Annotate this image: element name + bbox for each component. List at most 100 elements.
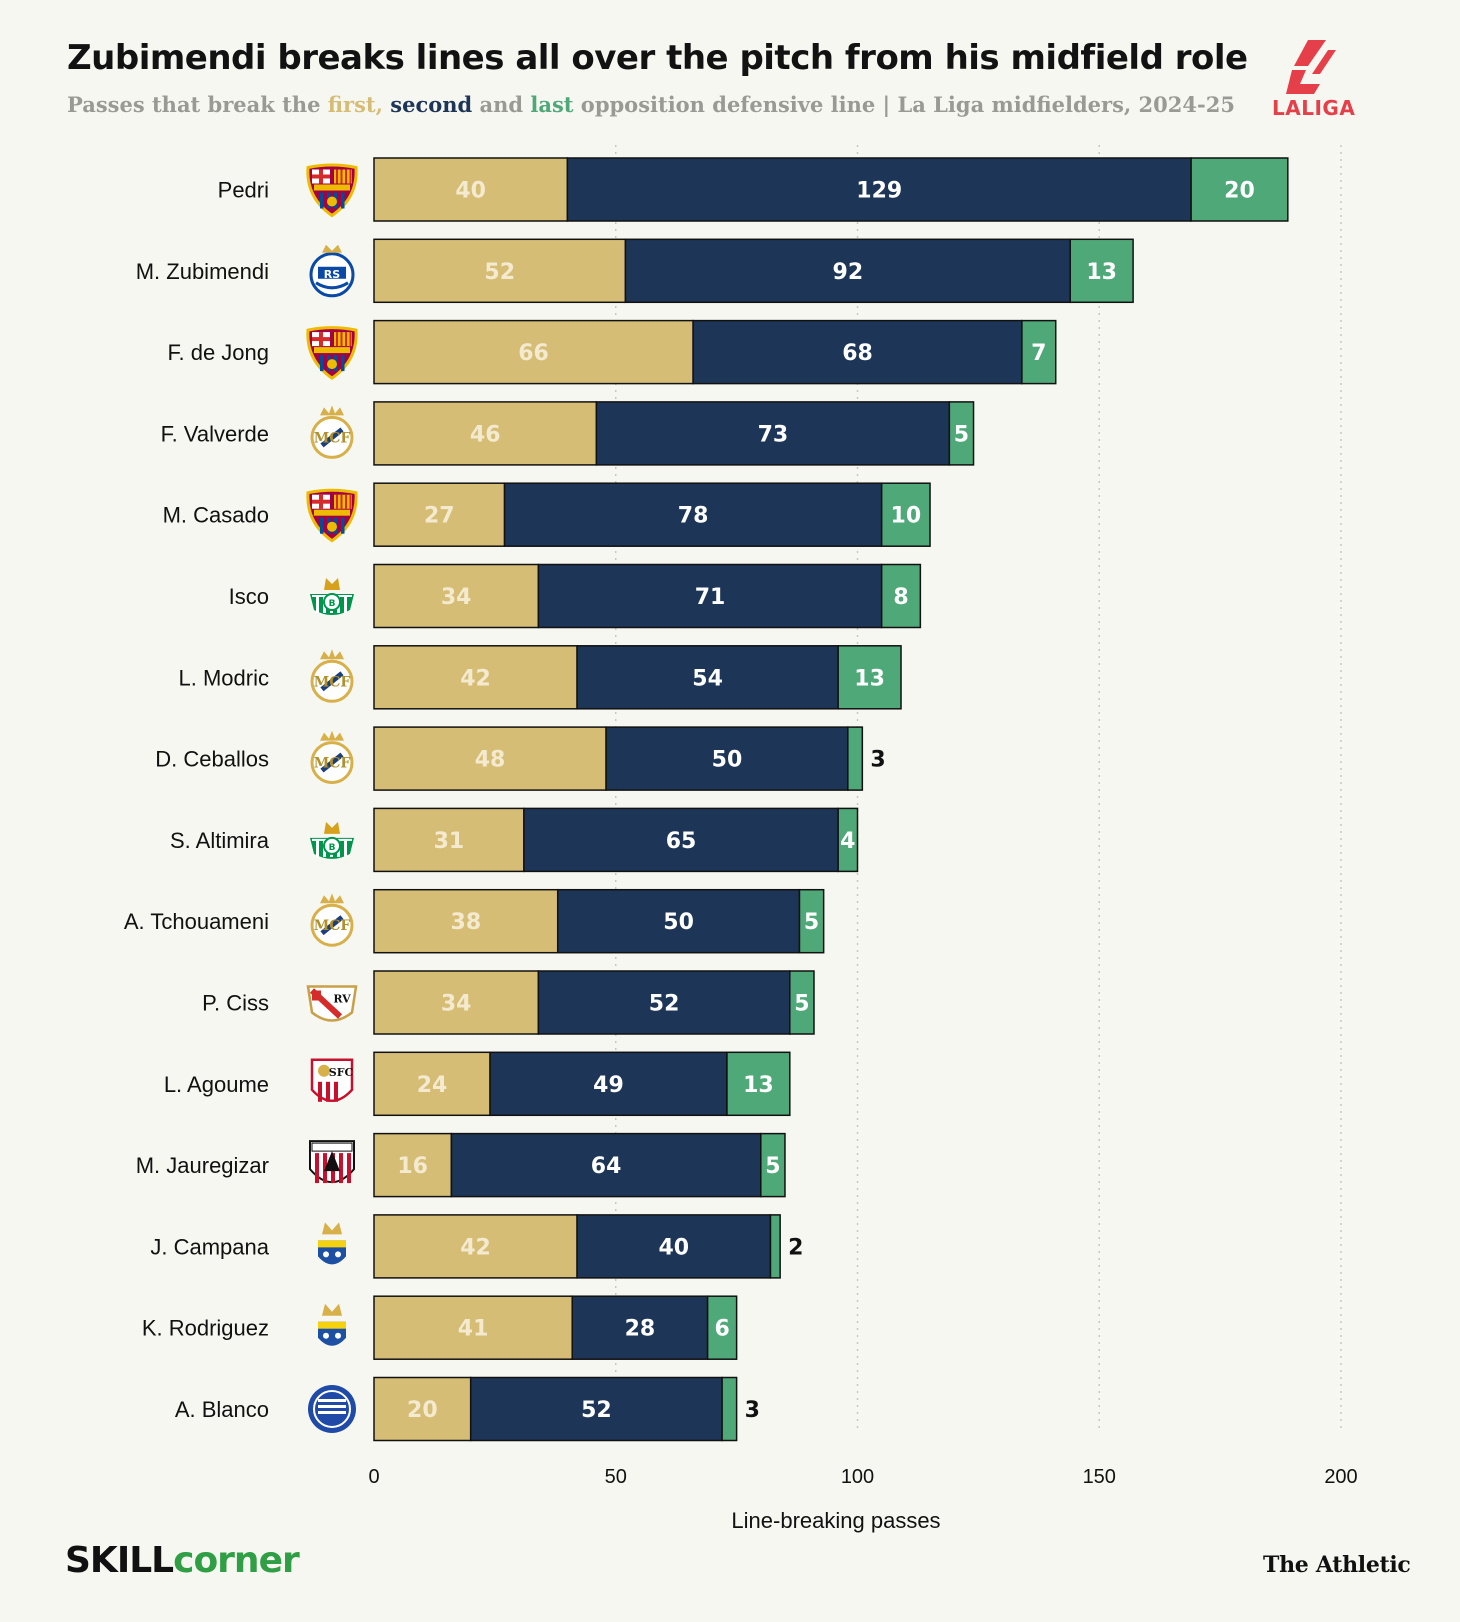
- crest-part: [318, 1081, 322, 1102]
- data-label: 24: [417, 1073, 448, 1098]
- crest-part: [323, 1251, 329, 1258]
- crest-part: [341, 355, 345, 372]
- crest-part: [320, 915, 344, 936]
- data-label: 41: [458, 1317, 489, 1342]
- player-label: S. Altimira: [170, 828, 270, 853]
- bar-segment-last: [769, 1214, 781, 1279]
- bar-segment-second: [450, 1132, 762, 1198]
- crest-part: [336, 332, 338, 347]
- crest-part: [336, 494, 338, 509]
- crest-part: [318, 266, 346, 279]
- data-label: 38: [451, 910, 482, 935]
- crest-part: [344, 840, 347, 857]
- barcelona-crest-icon: [306, 326, 358, 380]
- bar-segment-second: [576, 1214, 772, 1279]
- player-label: A. Tchouameni: [124, 909, 269, 934]
- laliga-logo-icon: [1286, 40, 1336, 94]
- crest-part: [327, 521, 337, 532]
- data-label: 7: [1031, 341, 1046, 366]
- crest-part: [312, 990, 321, 1001]
- real-betis-crest-icon: B: [310, 578, 354, 615]
- bar-segment-last: [760, 1132, 786, 1198]
- crest-part: [320, 730, 344, 741]
- data-label: 28: [625, 1317, 656, 1342]
- crest-part: [340, 494, 343, 509]
- data-label: 8: [893, 585, 908, 610]
- crest-part: [318, 1240, 346, 1248]
- chart-title: Zubimendi breaks lines all over the pitc…: [67, 38, 1248, 78]
- crest-part: [340, 169, 343, 184]
- crest-part: [322, 1222, 342, 1235]
- rayo-vallecano-crest-icon: RV: [306, 985, 358, 1022]
- bar-segment-first: [373, 1132, 453, 1198]
- bar-segment-last: [1069, 238, 1134, 304]
- bar-segment-last: [880, 563, 922, 629]
- crest-part: [318, 1405, 346, 1408]
- data-label: 16: [397, 1154, 428, 1179]
- crest-part: [341, 192, 345, 209]
- data-label: 31: [434, 829, 465, 854]
- athletic-club-crest-icon: [309, 1140, 355, 1184]
- crest-part: MCF: [314, 756, 351, 772]
- crest-part: [336, 169, 338, 184]
- player-label: Isco: [229, 584, 269, 609]
- crest-part: [314, 347, 350, 354]
- crest-part: [314, 509, 350, 516]
- bar-segment-last: [706, 1295, 738, 1360]
- data-label: 52: [649, 992, 680, 1017]
- data-label: 49: [593, 1073, 624, 1098]
- crest-part: B: [329, 599, 336, 609]
- crest-part: [334, 332, 352, 347]
- crest-part: [320, 671, 344, 692]
- subtitle-part: opposition defensive line | La Liga midf…: [573, 92, 1235, 117]
- bar-segment-last: [847, 726, 864, 791]
- crest-part: [323, 1332, 329, 1339]
- player-label: M. Casado: [163, 503, 269, 528]
- crest-part: [320, 192, 324, 209]
- bar-segment-second: [523, 807, 839, 873]
- crest-part: RS: [324, 268, 340, 281]
- bar-segment-first: [373, 970, 540, 1035]
- skillcorner-logo: SKILLcorner: [65, 1540, 300, 1581]
- bar-segment-second: [571, 1295, 709, 1360]
- crest-part: [334, 1081, 338, 1102]
- bar-segment-last: [880, 482, 931, 547]
- crest-part: [316, 840, 319, 857]
- data-label: 42: [460, 1235, 491, 1260]
- player-label: P. Ciss: [202, 991, 269, 1016]
- crest-part: [345, 332, 347, 347]
- crest-part: SFC: [329, 1066, 354, 1079]
- crest-part: [320, 427, 344, 448]
- bar-segment-second: [566, 157, 1192, 222]
- data-label: 5: [765, 1154, 780, 1179]
- subtitle-part: Passes that break the: [67, 92, 328, 117]
- bar-segment-second: [576, 645, 839, 710]
- crest-part: [324, 821, 340, 834]
- crest-part: [324, 578, 340, 590]
- crest-part: [312, 499, 330, 504]
- data-label: 20: [1224, 179, 1255, 204]
- bar-segment-second: [489, 1051, 728, 1117]
- data-label: 71: [695, 585, 726, 610]
- bar-segment-last: [837, 807, 859, 873]
- bar-segment-second: [624, 238, 1071, 304]
- data-label: 10: [891, 504, 922, 529]
- bar-segment-last: [948, 401, 975, 466]
- crest-part: [339, 1153, 343, 1184]
- crest-part: RV: [333, 993, 351, 1006]
- data-label: 40: [658, 1235, 689, 1260]
- bar-segment-second: [503, 482, 883, 547]
- crest-part: [349, 332, 352, 347]
- data-label: 13: [1086, 260, 1117, 285]
- real-betis-crest-icon: B: [310, 821, 354, 859]
- crest-part: [344, 597, 347, 613]
- laliga-logo-text: LALIGA: [1272, 96, 1356, 120]
- crest-part: [312, 174, 330, 179]
- bar-segment-first: [373, 401, 598, 466]
- data-label: 52: [484, 260, 515, 285]
- crest-part: [313, 1390, 351, 1428]
- crest-part: [320, 405, 344, 416]
- real-madrid-crest-icon: MCF: [310, 649, 354, 703]
- data-label: 64: [591, 1154, 622, 1179]
